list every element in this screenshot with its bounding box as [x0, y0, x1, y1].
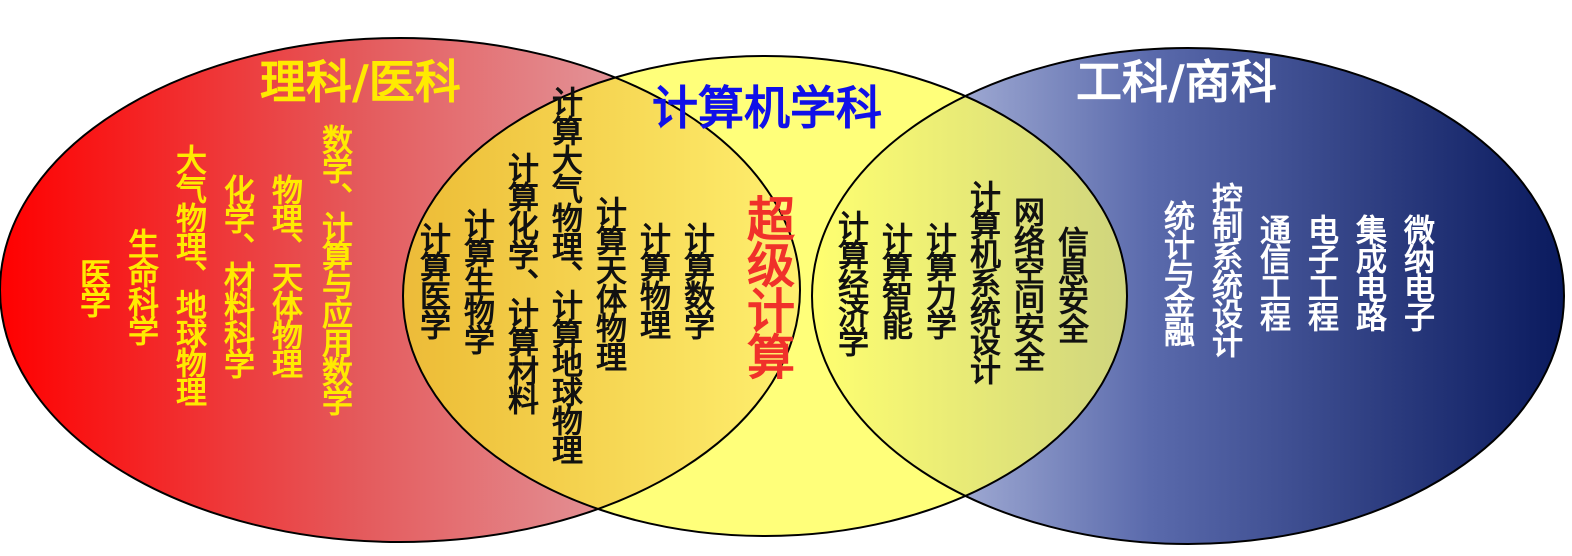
- engineering-title: 工科/商科: [1076, 55, 1277, 109]
- center-supercomputing: 超级计算: [738, 194, 794, 378]
- engineering-item-stats-finance: 统计与金融: [1158, 200, 1194, 345]
- overlap-item-comp-econ: 计算经济学: [832, 210, 868, 355]
- engineering-item-ic: 集成电路: [1350, 214, 1386, 330]
- science-computing-overlap: [403, 56, 800, 536]
- overlap-item-info-security: 信息安全: [1052, 226, 1088, 342]
- science-item-life-science: 生命科学: [122, 228, 158, 344]
- overlap-item-comp-biology: 计算生物学: [458, 208, 494, 353]
- overlap-item-comp-physics: 计算物理: [634, 222, 670, 338]
- science-item-medicine: 医学: [74, 258, 110, 316]
- overlap-item-comp-atmos: 计算大气物理、计算地球物理: [546, 86, 582, 463]
- overlap-item-comp-astro: 计算天体物理: [590, 196, 626, 370]
- overlap-item-cyberspace-security: 网络空间安全: [1008, 196, 1044, 370]
- overlap-item-comp-intel: 计算智能: [876, 222, 912, 338]
- science-item-chem-material: 化学、材料科学: [218, 174, 254, 377]
- science-item-math: 数学、计算与应用数学: [316, 124, 352, 414]
- engineering-item-comm-eng: 通信工程: [1254, 214, 1290, 330]
- science-item-physics: 物理、天体物理: [266, 174, 302, 377]
- engineering-item-micro-nano: 微纳电子: [1398, 214, 1434, 330]
- engineering-item-control-design: 控制系统设计: [1206, 182, 1242, 356]
- engineering-item-elec-eng: 电子工程: [1302, 214, 1338, 330]
- overlap-item-comp-mech: 计算力学: [920, 222, 956, 338]
- computing-title: 计算机学科: [652, 81, 882, 135]
- computing-engineering-overlap: [812, 56, 1127, 536]
- overlap-item-comp-medicine: 计算医学: [414, 222, 450, 338]
- overlap-item-comp-sysdesign: 计算机系统设计: [964, 180, 1000, 383]
- science-title: 理科/医科: [260, 55, 461, 109]
- science-item-atmos-geo: 大气物理、地球物理: [170, 144, 206, 405]
- overlap-item-comp-chem: 计算化学、计算材料: [502, 152, 538, 413]
- overlap-item-comp-math: 计算数学: [678, 222, 714, 338]
